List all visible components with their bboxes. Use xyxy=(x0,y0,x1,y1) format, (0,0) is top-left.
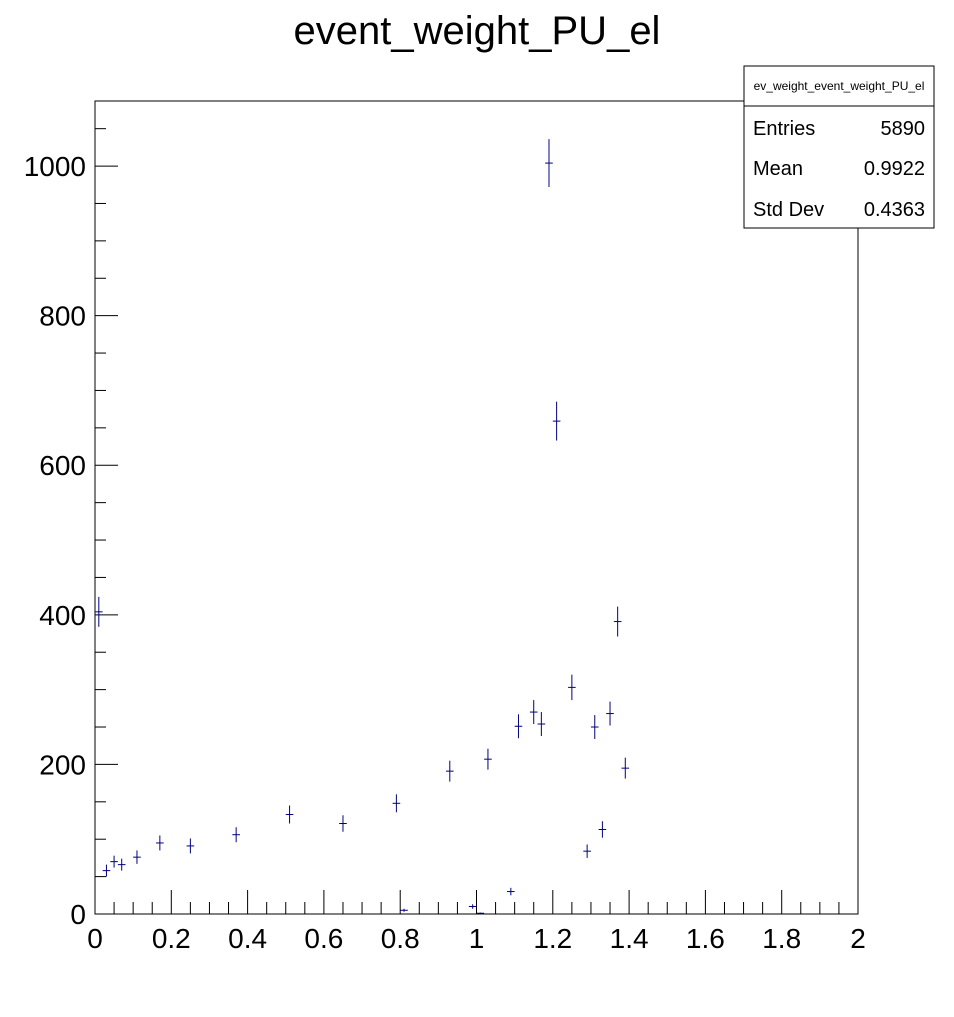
data-point xyxy=(476,912,485,914)
stats-entries-label: Entries xyxy=(753,118,815,140)
stats-stddev-label: Std Dev xyxy=(753,199,824,221)
data-point xyxy=(590,715,599,739)
x-tick-label: 0 xyxy=(87,923,103,954)
data-point xyxy=(232,827,240,843)
data-point xyxy=(285,805,294,824)
data-point xyxy=(537,712,546,736)
data-point xyxy=(507,887,515,896)
x-tick-label: 1.8 xyxy=(762,923,801,954)
data-point xyxy=(392,794,401,813)
y-axis: 0 200 400 600 800 1000 xyxy=(24,128,118,930)
data-point xyxy=(186,838,195,854)
stats-mean-value: 0.9922 xyxy=(864,158,925,180)
data-points xyxy=(95,139,630,914)
data-point xyxy=(583,844,591,858)
data-point xyxy=(484,748,492,770)
stats-stddev-value: 0.4363 xyxy=(864,199,925,221)
data-point xyxy=(545,139,553,188)
data-point xyxy=(445,760,454,782)
x-tick-label: 0.2 xyxy=(152,923,191,954)
data-point xyxy=(102,864,111,877)
y-tick-label: 800 xyxy=(39,301,86,332)
data-point xyxy=(339,815,347,832)
x-tick-label: 1.4 xyxy=(610,923,649,954)
stats-mean-label: Mean xyxy=(753,158,803,180)
data-point xyxy=(156,835,164,851)
data-point xyxy=(606,701,614,726)
data-point xyxy=(552,401,561,441)
x-tick-label: 1 xyxy=(469,923,485,954)
stats-box: ev_weight_event_weight_PU_el Entries 589… xyxy=(743,65,935,229)
data-point xyxy=(468,904,477,909)
data-point xyxy=(133,850,141,864)
x-tick-label: 0.4 xyxy=(228,923,267,954)
x-tick-label: 2 xyxy=(850,923,866,954)
x-tick-label: 0.8 xyxy=(381,923,420,954)
x-tick-label: 1.2 xyxy=(533,923,572,954)
y-tick-label: 600 xyxy=(39,450,86,481)
x-axis: 0 0.2 0.4 0.6 0.8 1 1.2 1.4 1.6 1.8 2 xyxy=(87,890,866,954)
data-point xyxy=(117,858,126,871)
y-tick-label: 400 xyxy=(39,600,86,631)
data-point xyxy=(514,714,523,739)
data-point xyxy=(110,855,118,868)
data-point xyxy=(400,908,408,912)
stats-entries-value: 5890 xyxy=(881,118,926,140)
y-tick-label: 0 xyxy=(70,899,86,930)
x-tick-label: 1.6 xyxy=(686,923,725,954)
data-point xyxy=(529,700,538,725)
y-tick-label: 1000 xyxy=(24,151,86,182)
data-point xyxy=(613,606,622,637)
data-point xyxy=(598,821,607,838)
data-point xyxy=(621,757,630,779)
x-tick-label: 0.6 xyxy=(304,923,343,954)
y-tick-label: 200 xyxy=(39,749,86,780)
data-point xyxy=(568,674,576,701)
data-point xyxy=(95,596,103,627)
chart-title: event_weight_PU_el xyxy=(294,9,661,53)
stats-box-name: ev_weight_event_weight_PU_el xyxy=(754,79,925,93)
